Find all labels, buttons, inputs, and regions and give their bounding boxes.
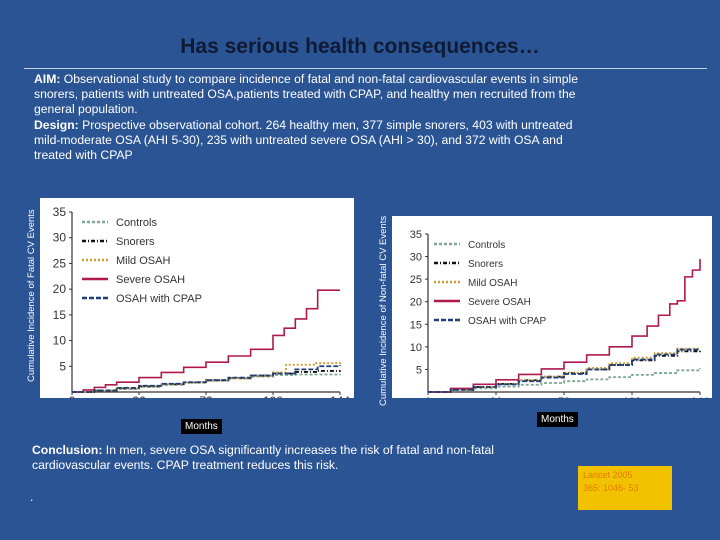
left-xaxis-label: Months xyxy=(181,419,222,434)
legend-label-mild: Mild OSAH xyxy=(116,255,170,267)
legend-label-severe: Severe OSAH xyxy=(468,297,531,308)
y-tick-label: 35 xyxy=(410,229,422,241)
aim-label: AIM: xyxy=(34,72,61,86)
x-tick-label: 0 xyxy=(425,396,431,398)
series-line-severe xyxy=(72,289,340,393)
series-line-mild xyxy=(72,362,341,393)
aim-text: Observational study to compare incidence… xyxy=(34,72,578,117)
x-tick-label: 36 xyxy=(132,394,146,398)
legend-label-cpap: OSAH with CPAP xyxy=(116,293,202,305)
series-line-cpap xyxy=(72,365,341,393)
conclusion-text: In men, severe OSA significantly increas… xyxy=(32,443,494,472)
y-tick-label: 30 xyxy=(410,252,422,264)
series-line-cpap xyxy=(428,348,701,393)
legend-label-controls: Controls xyxy=(468,240,505,251)
y-tick-label: 5 xyxy=(59,359,66,373)
y-tick-label: 15 xyxy=(410,319,422,331)
citation-box: Lancet 2005 365: 1046- 53 xyxy=(578,466,672,510)
series-line-mild xyxy=(428,347,701,393)
x-tick-label: 72 xyxy=(558,396,570,398)
y-tick-label: 10 xyxy=(53,334,67,348)
x-tick-label: 36 xyxy=(490,396,502,398)
y-tick-label: 25 xyxy=(410,274,422,286)
footer-dot: . xyxy=(30,490,34,504)
x-tick-label: 108 xyxy=(263,394,283,398)
right-xaxis-label: Months xyxy=(537,412,578,427)
conclusion-label: Conclusion: xyxy=(32,443,103,457)
left-chart-ylabel: Cumulative Incidence of Fatal CV Events xyxy=(26,209,37,382)
legend-label-controls: Controls xyxy=(116,217,157,229)
right-chart-ylabel: Cumulative Incidence of Non-fatal CV Eve… xyxy=(378,215,389,406)
nonfatal-cv-events-plot: 5 10 15 20 25 30 35 0 36 72 108 144 Controls Snorers M… xyxy=(410,229,709,398)
design-text: Prospective observational cohort. 264 he… xyxy=(34,117,573,163)
x-tick-label: 144 xyxy=(330,394,350,398)
nonfatal-cv-events-chart: 5 10 15 20 25 30 35 0 36 72 108 144 Controls Snorers M… xyxy=(392,216,712,398)
aim-paragraph: AIM: Observational study to compare inci… xyxy=(34,72,594,163)
citation-line-2: 365: 1046- 53 xyxy=(583,483,639,493)
y-tick-label: 20 xyxy=(410,297,422,309)
y-tick-label: 25 xyxy=(53,256,67,270)
y-tick-label: 15 xyxy=(53,308,67,322)
x-tick-label: 108 xyxy=(623,396,641,398)
conclusion-paragraph: Conclusion: In men, severe OSA significa… xyxy=(32,443,552,473)
y-tick-label: 5 xyxy=(416,364,422,376)
fatal-cv-events-plot: 5 10 15 20 25 30 35 0 36 72 108 144 Controls Snorers M… xyxy=(53,205,351,398)
design-label: Design: xyxy=(34,117,79,132)
title-divider xyxy=(24,68,707,69)
y-tick-label: 20 xyxy=(53,282,67,296)
y-tick-label: 30 xyxy=(53,231,67,245)
legend-label-mild: Mild OSAH xyxy=(468,278,517,289)
series-line-controls xyxy=(428,368,701,393)
y-tick-label: 35 xyxy=(53,205,67,219)
legend-label-severe: Severe OSAH xyxy=(116,274,185,286)
x-tick-label: 72 xyxy=(199,394,213,398)
fatal-cv-events-chart: 5 10 15 20 25 30 35 0 36 72 108 144 Controls Snorers M… xyxy=(40,198,354,398)
citation-line-1: Lancet 2005 xyxy=(583,470,633,480)
series-line-snorers xyxy=(428,349,701,393)
y-tick-label: 10 xyxy=(410,342,422,354)
legend-label-cpap: OSAH with CPAP xyxy=(468,316,546,327)
legend-label-snorers: Snorers xyxy=(468,259,503,270)
series-line-severe xyxy=(428,258,701,393)
slide-title: Has serious health consequences… xyxy=(180,35,540,58)
x-tick-label: 144 xyxy=(691,396,709,398)
legend-label-snorers: Snorers xyxy=(116,236,155,248)
x-tick-label: 0 xyxy=(69,394,76,398)
